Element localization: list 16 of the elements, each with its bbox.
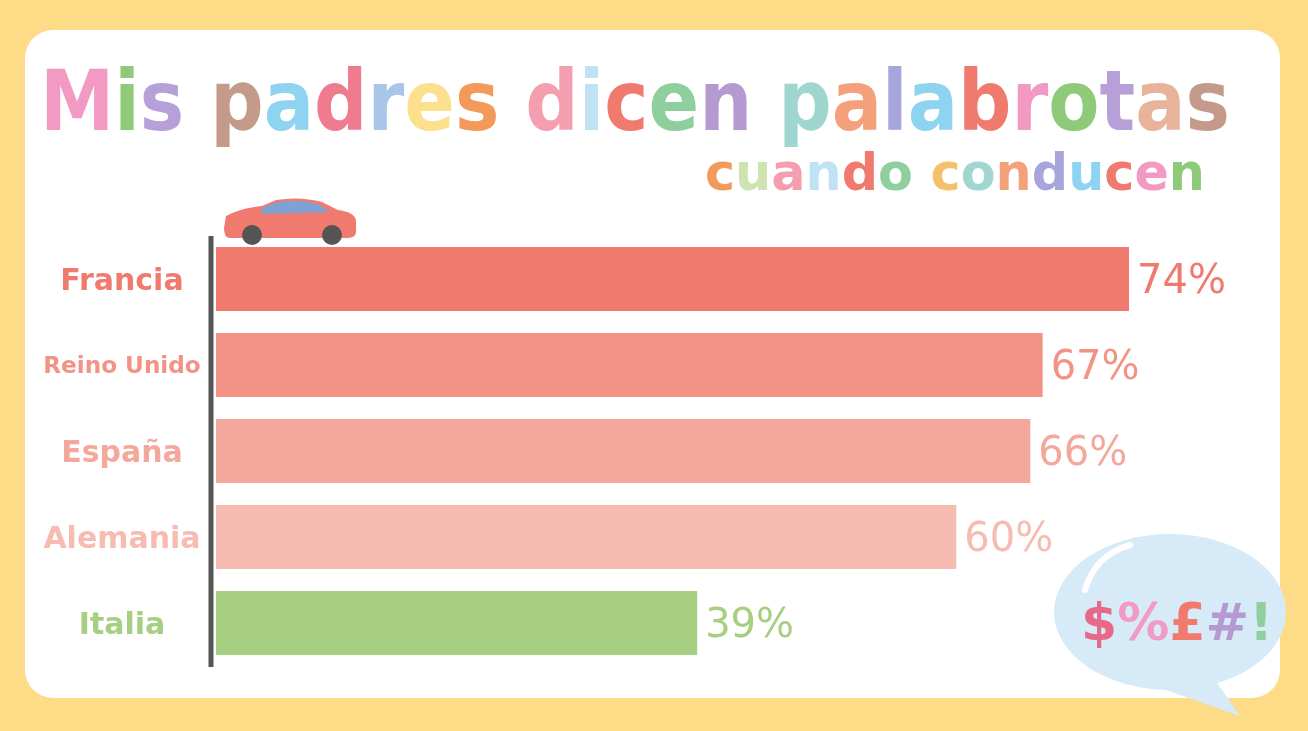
y-tick-label: España [61, 433, 183, 469]
y-tick-label: Italia [78, 605, 166, 641]
y-tick-label: Alemania [43, 519, 201, 555]
y-tick-label: Francia [60, 261, 184, 297]
bar [216, 333, 1043, 397]
data-label: 39% [705, 600, 795, 646]
bar [216, 591, 698, 655]
data-label: 66% [1038, 428, 1128, 474]
data-label: 67% [1050, 342, 1140, 388]
bar [216, 247, 1129, 311]
data-label: 60% [964, 514, 1054, 560]
y-tick-label: Reino Unido [43, 352, 201, 379]
bar [216, 505, 957, 569]
bar [216, 419, 1031, 483]
data-label: 74% [1137, 256, 1226, 302]
annotation: $%£#! [1081, 592, 1273, 652]
